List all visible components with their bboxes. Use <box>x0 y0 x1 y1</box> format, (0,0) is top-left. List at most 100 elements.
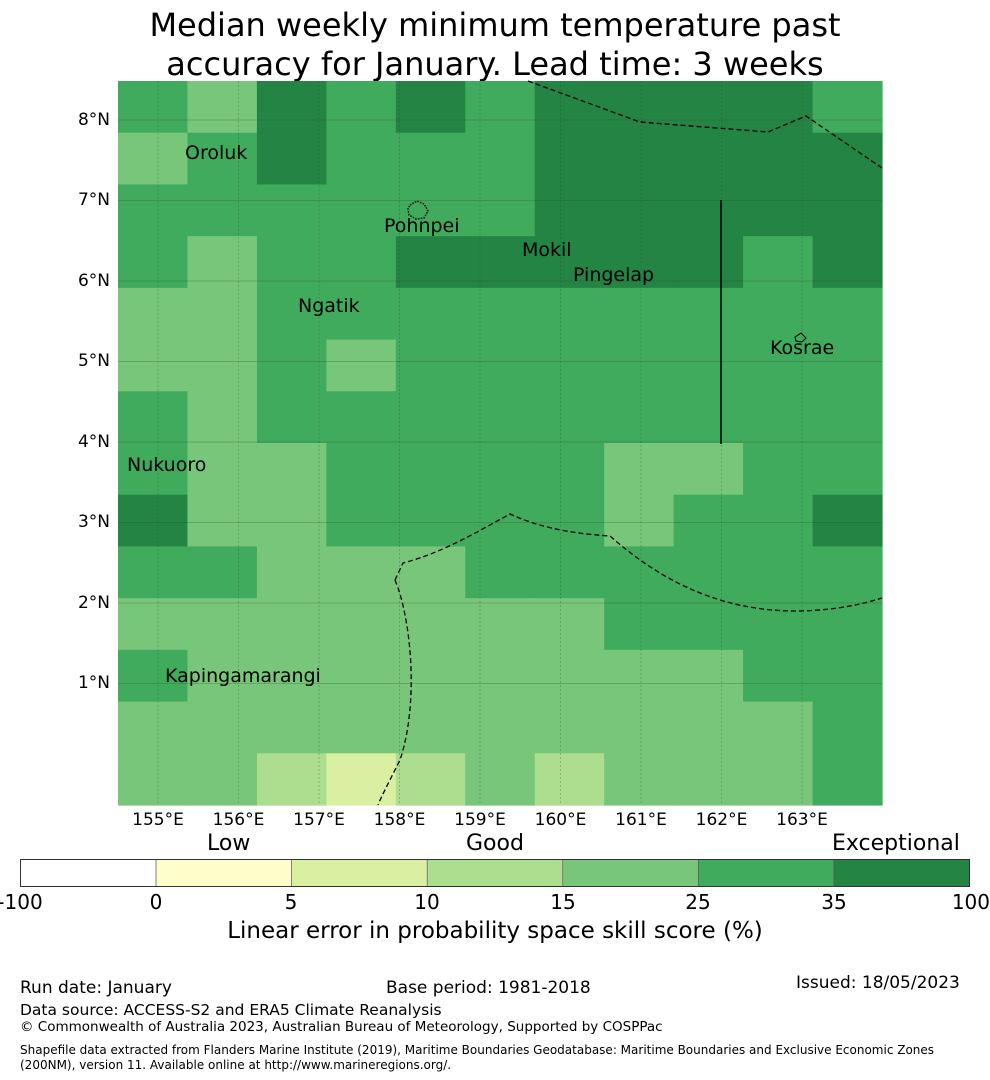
grid-cell <box>326 236 397 289</box>
grid-cell <box>465 391 536 444</box>
grid-cell <box>465 132 536 186</box>
grid-cell <box>118 598 189 651</box>
grid-cell <box>534 598 605 651</box>
grid-cell <box>395 132 466 186</box>
base-period: Base period: 1981-2018 <box>386 978 591 998</box>
grid-cell <box>326 443 397 496</box>
lat-label-7n: 7°N <box>77 190 110 210</box>
grid-cell <box>118 132 189 186</box>
grid-cell <box>812 546 883 599</box>
eez-boundary-south <box>394 513 883 612</box>
place-ngatik: Ngatik <box>298 295 360 317</box>
grid-cell <box>673 494 744 548</box>
grid-cell <box>534 649 605 703</box>
grid-cell <box>604 443 675 496</box>
grid-cell <box>187 546 258 599</box>
title-line-2: accuracy for January. Lead time: 3 weeks <box>166 45 824 83</box>
grid-cell <box>604 649 675 703</box>
grid-cell <box>604 391 675 444</box>
eez-boundaries <box>377 80 883 806</box>
grid-cell <box>118 753 189 806</box>
grid-cell <box>534 546 605 599</box>
lon-label-161: 161°E <box>615 810 667 830</box>
grid-cell <box>465 546 536 599</box>
grid-cell <box>118 701 189 754</box>
grid-cell <box>604 753 675 806</box>
grid-cell <box>812 339 883 392</box>
grid-cell <box>743 701 814 754</box>
grid-cell <box>673 81 744 134</box>
grid-cell <box>534 184 605 237</box>
grid-cell <box>743 287 814 341</box>
grid-cell <box>395 184 466 237</box>
colorbar-segment <box>291 859 428 887</box>
grid-cell <box>604 132 675 186</box>
grid-cell <box>326 391 397 444</box>
grid-cell <box>465 598 536 651</box>
grid-cell <box>534 339 605 392</box>
grid-cell <box>604 287 675 341</box>
grid-cell <box>673 391 744 444</box>
grid-cell <box>187 81 258 134</box>
shapefile-credit: Shapefile data extracted from Flanders M… <box>20 1043 935 1072</box>
grid-cell <box>256 494 327 548</box>
grid-cell <box>395 339 466 392</box>
grid-cell <box>673 598 744 651</box>
colorbar-segment <box>155 859 292 887</box>
grid-cell <box>465 81 536 134</box>
grid-cell <box>534 236 605 289</box>
grid-cell <box>326 184 397 237</box>
grid-cell <box>326 132 397 186</box>
grid-cell <box>743 236 814 289</box>
grid-cell <box>326 494 397 548</box>
colorbar-segment <box>698 859 835 887</box>
grid-cell <box>187 184 258 237</box>
place-pingelap: Pingelap <box>573 264 655 286</box>
map-canvas <box>118 80 883 806</box>
lat-label-6n: 6°N <box>77 271 110 291</box>
grid-cell <box>118 81 189 134</box>
grid-cell <box>465 184 536 237</box>
data-source: Data source: ACCESS-S2 and ERA5 Climate … <box>20 1001 442 1019</box>
lon-label-156: 156°E <box>212 810 265 830</box>
skill-grid <box>118 81 883 806</box>
grid-cell <box>743 184 814 237</box>
grid-cell <box>187 339 258 392</box>
lon-label-160: 160°E <box>534 810 587 830</box>
grid-cell <box>812 391 883 444</box>
grid-cell <box>256 391 327 444</box>
grid-cell <box>326 81 397 134</box>
grid-cell <box>187 132 258 186</box>
grid-cell <box>256 701 327 754</box>
grid-cell <box>395 546 466 599</box>
lat-label-3n: 3°N <box>77 512 110 532</box>
grid-cell <box>812 753 883 806</box>
colorbar-tick-25: 25 <box>685 890 711 914</box>
grid-cell <box>187 598 258 651</box>
grid-cell <box>673 184 744 237</box>
grid-cell <box>673 287 744 341</box>
grid-cell <box>743 494 814 548</box>
colorbar-tick-5: 5 <box>284 890 298 914</box>
grid-cell <box>812 649 883 703</box>
grid-cell <box>395 649 466 703</box>
grid-cell <box>395 598 466 651</box>
grid-cell <box>395 494 466 548</box>
lon-label-159: 159°E <box>454 810 506 830</box>
grid-cell <box>465 494 536 548</box>
grid-cell <box>604 236 675 289</box>
colorbar-tick-0: 0 <box>149 890 163 914</box>
grid-cell <box>256 649 327 703</box>
grid-cell <box>187 391 258 444</box>
grid-cell <box>673 236 744 289</box>
grid-cell <box>673 546 744 599</box>
grid-cell <box>534 81 605 134</box>
grid-cell <box>604 339 675 392</box>
grid-cell <box>534 443 605 496</box>
grid-cell <box>673 132 744 186</box>
grid-cell <box>118 236 189 289</box>
grid-cell <box>465 287 536 341</box>
grid-cell <box>812 287 883 341</box>
grid-cell <box>326 753 397 806</box>
grid-cell <box>256 546 327 599</box>
